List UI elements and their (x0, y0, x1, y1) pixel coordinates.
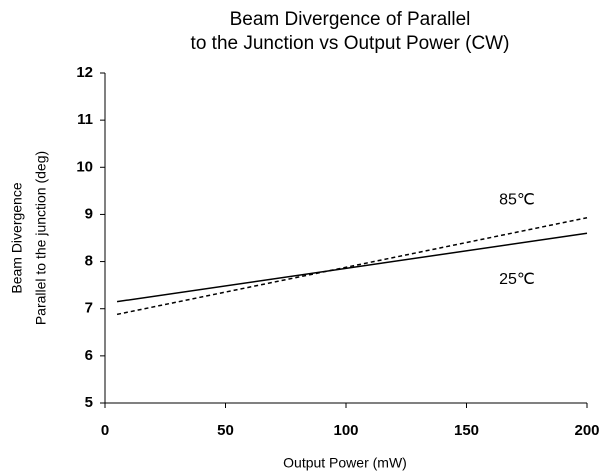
x-tick-label: 50 (217, 422, 234, 439)
line-series (116, 216, 588, 316)
chart-title: Beam Divergence of Parallel (230, 9, 471, 30)
y-tick-label: 7 (85, 300, 93, 317)
y-tick-label: 6 (85, 347, 93, 364)
chart-title: to the Junction vs Output Power (CW) (191, 33, 510, 54)
x-tick-label: 150 (454, 422, 479, 439)
series-label: 25℃ (499, 271, 535, 288)
y-tick-label: 11 (77, 111, 93, 128)
x-axis-label: Output Power (mW) (283, 455, 407, 471)
line-series (116, 232, 588, 303)
x-tick-label: 0 (101, 422, 109, 439)
x-tick-label: 200 (574, 422, 599, 439)
y-tick-label: 8 (85, 253, 93, 270)
series-label: 85℃ (499, 191, 535, 208)
y-axis-label: Parallel to the junction (deg) (33, 151, 49, 325)
y-tick-label: 5 (85, 394, 93, 411)
y-tick-label: 9 (85, 205, 93, 222)
x-tick-label: 100 (333, 422, 358, 439)
y-axis-label: Beam Divergence (9, 182, 25, 293)
y-tick-label: 12 (76, 64, 93, 81)
y-tick-label: 10 (76, 158, 93, 175)
